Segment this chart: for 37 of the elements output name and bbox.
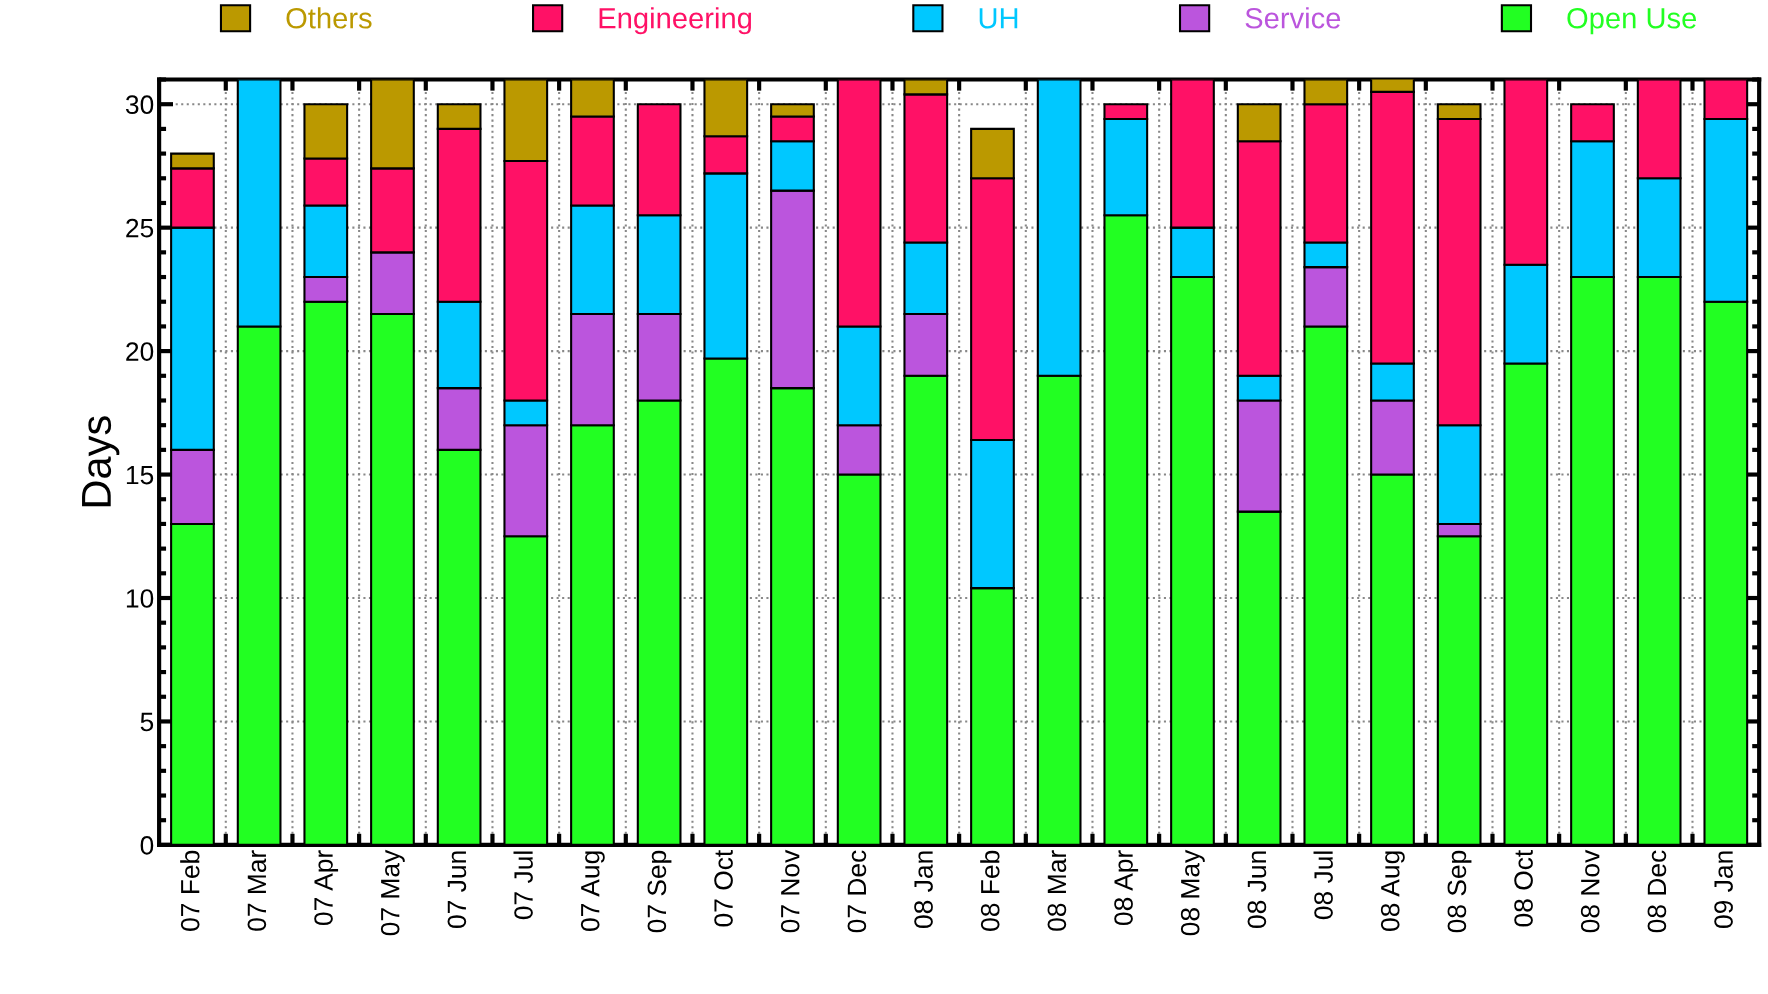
x-tick-label: 08 Dec — [1647, 850, 1667, 933]
x-tick-label: 07 Mar — [247, 850, 267, 931]
x-tick-label: 07 May — [380, 849, 405, 936]
y-tick-label: 30 — [125, 95, 154, 115]
x-tick-label: 07 Jul — [513, 851, 533, 920]
x-tick-label: 08 Apr — [1114, 850, 1139, 926]
y-axis-title: Days — [82, 416, 120, 507]
legend-label: Service — [1245, 7, 1341, 29]
x-tick-label: 07 Nov — [780, 849, 800, 933]
y-tick-label: 15 — [126, 465, 154, 485]
x-tick-label: 08 Jul — [1313, 851, 1333, 920]
x-tick-label: 08 Aug — [1380, 851, 1405, 931]
y-tick-label: 10 — [126, 589, 154, 608]
x-tick-label: 09 Jan — [1714, 851, 1733, 928]
x-tick-label: 08 Jun — [1247, 851, 1267, 928]
legend-label: UH — [979, 8, 1018, 29]
y-tick-label: 0 — [140, 836, 154, 855]
x-tick-label: 08 Nov — [1580, 849, 1600, 933]
x-tick-label: 08 Sep — [1447, 850, 1472, 933]
x-tick-label: 07 Sep — [647, 850, 672, 933]
x-tick-label: 07 Feb — [180, 850, 200, 931]
x-tick-label: 07 Apr — [314, 850, 339, 926]
x-tick-label: 07 Oct — [714, 849, 733, 927]
x-tick-label: 08 Oct — [1514, 849, 1533, 927]
x-tick-label: 07 Dec — [847, 850, 867, 933]
x-tick-label: 07 Jun — [447, 851, 467, 928]
y-tick-label: 5 — [140, 712, 154, 732]
legend-label: Open Use — [1567, 7, 1697, 35]
x-tick-label: 08 May — [1180, 849, 1205, 936]
y-tick-label: 25 — [126, 218, 154, 238]
legend-label: Engineering — [599, 7, 752, 35]
x-tick-label: 08 Feb — [980, 850, 1000, 931]
x-tick-label: 08 Jan — [914, 851, 933, 928]
x-tick-label: 07 Aug — [580, 851, 605, 931]
y-tick-label: 20 — [126, 342, 154, 361]
legend-label: Others — [286, 7, 372, 29]
x-tick-label: 08 Mar — [1047, 850, 1067, 931]
